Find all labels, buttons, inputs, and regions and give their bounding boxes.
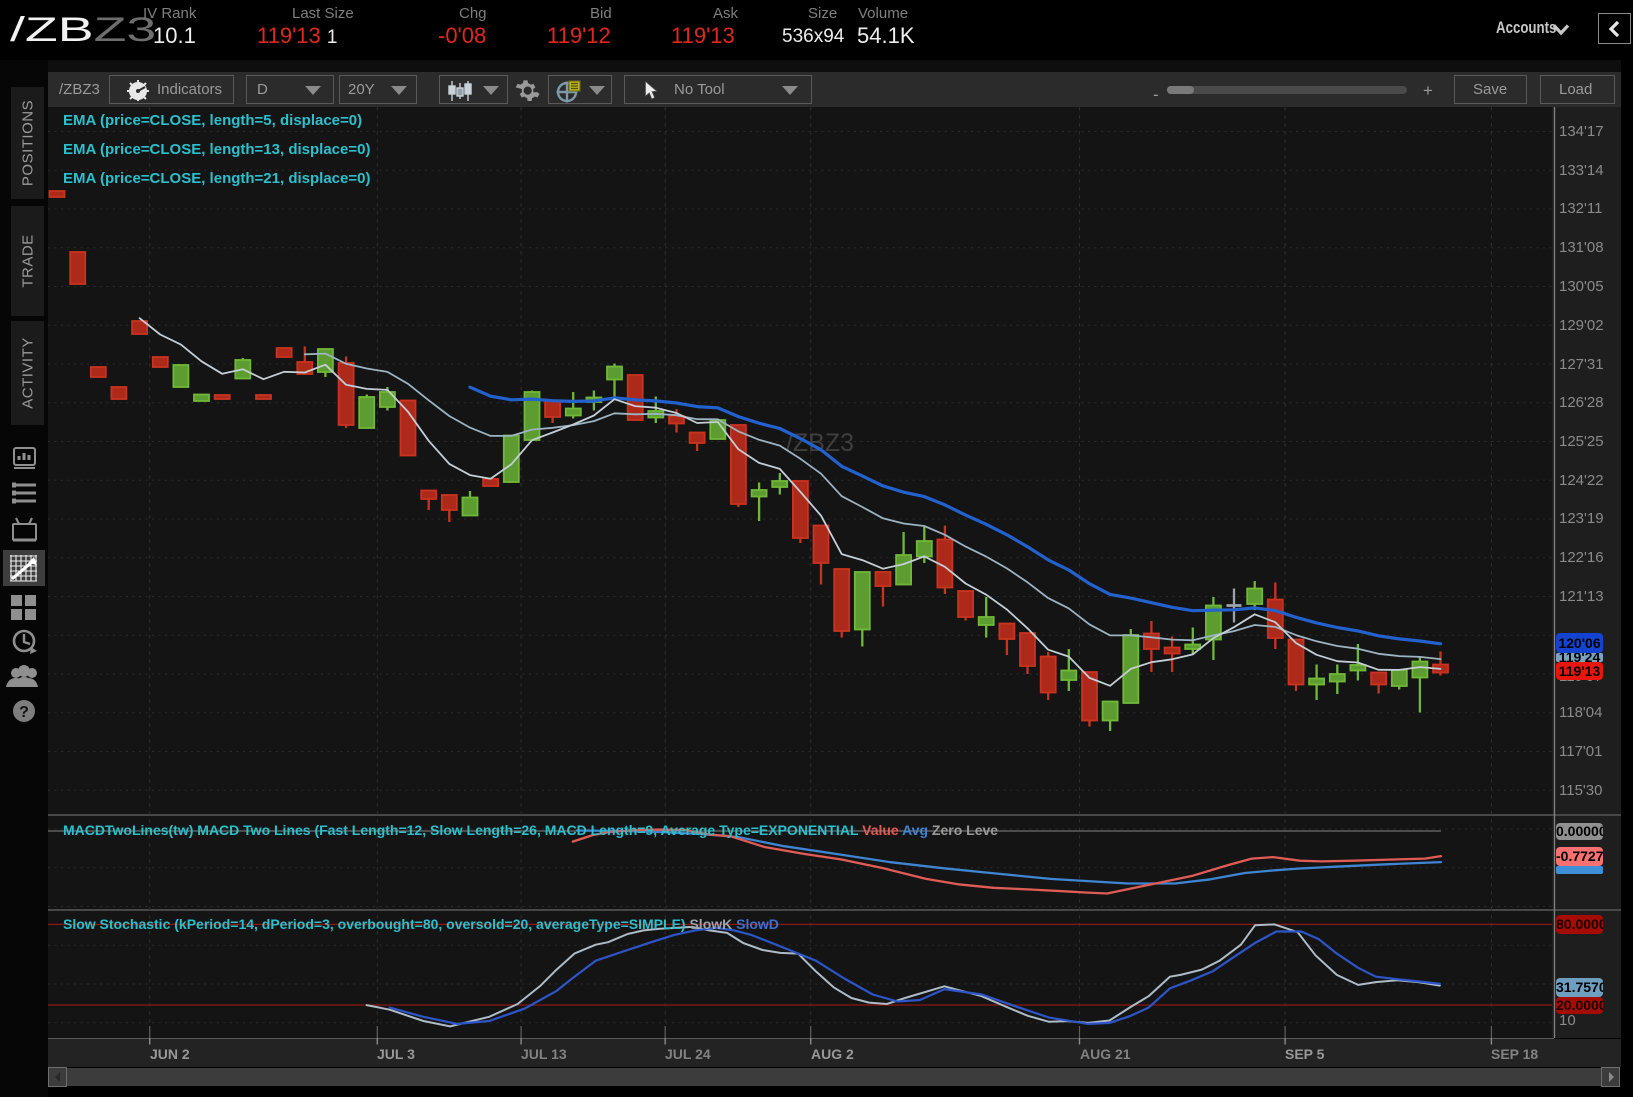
svg-text:?: ? (19, 704, 29, 721)
svg-text:/ZBZ3: /ZBZ3 (786, 429, 854, 457)
